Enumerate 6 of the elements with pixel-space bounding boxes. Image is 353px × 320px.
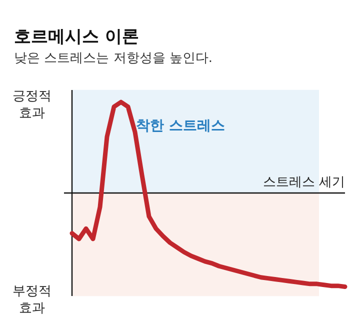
chart-title: 호르메시스 이론 [14,27,139,47]
text: 부정적 효과 [12,284,52,316]
annotation: 착한 스트레스 [136,118,225,134]
y-axis-title: 긍정적 효과 [12,89,52,121]
x-axis-title: 스트레스 세기 [262,175,345,190]
chart-subtitle: 낮은 스트레스는 저항성을 높인다. [14,51,213,66]
